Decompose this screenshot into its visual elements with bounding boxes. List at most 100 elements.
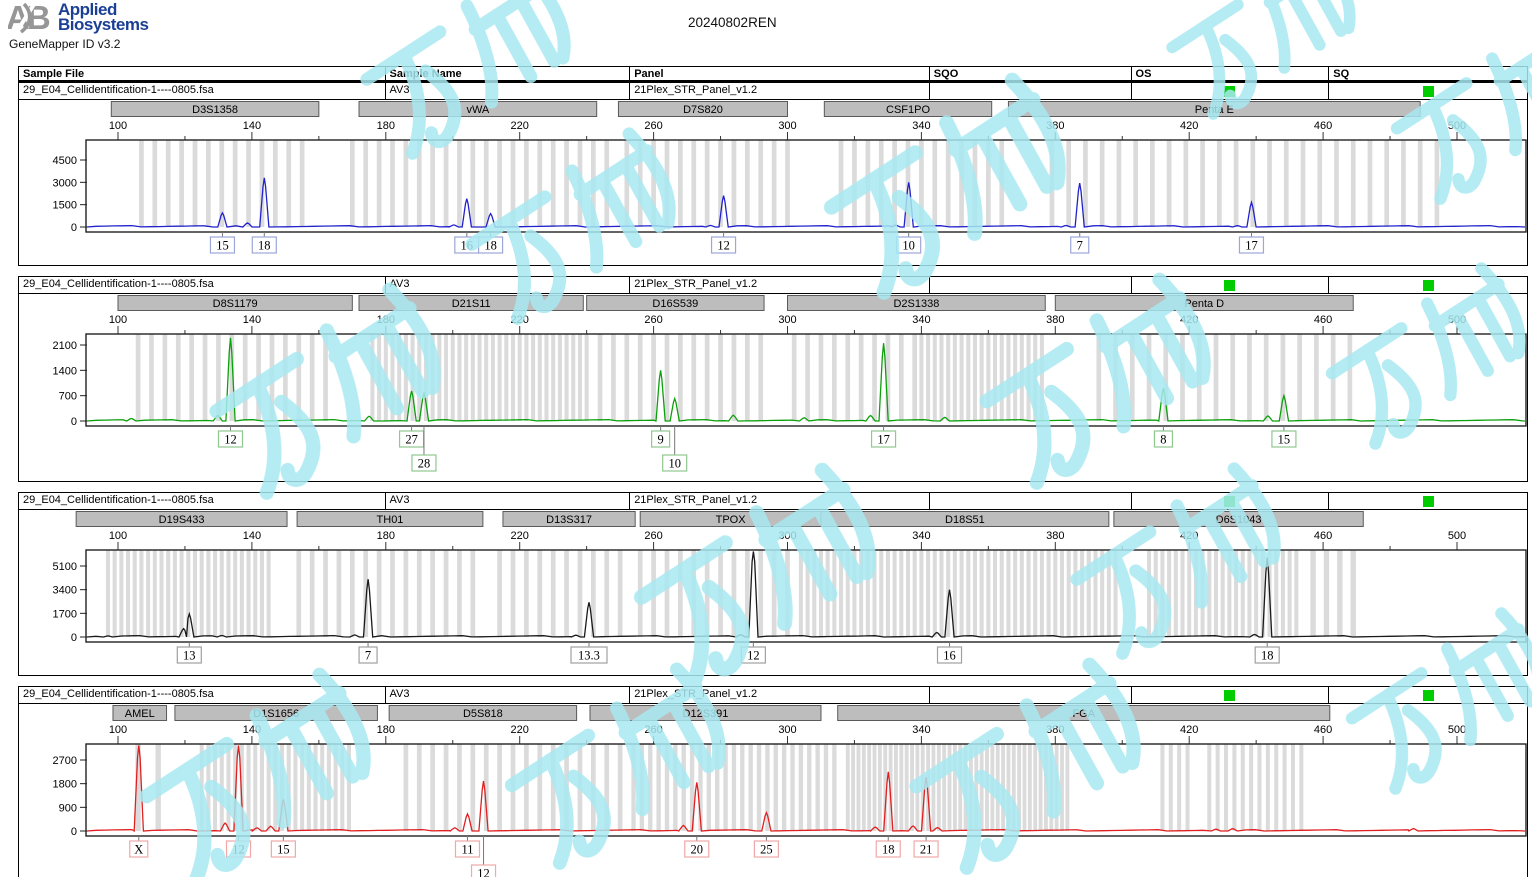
os-status-square [1224,85,1236,97]
column-header-sqo[interactable]: SQO [930,67,1132,80]
cell-sample-name[interactable]: AV3 [386,83,631,99]
applied-biosystems-logo: AB Applied Biosystems GeneMapper ID v3.2 [8,1,149,51]
allele-call[interactable]: 11 [461,843,473,857]
allele-label-box[interactable] [251,236,277,254]
x-tick-label: 500 [1448,724,1466,736]
allele-call[interactable]: 12 [477,867,490,877]
column-header-panel[interactable]: Panel [630,67,930,80]
cell-sq [1329,277,1527,293]
cell-sample-name[interactable]: AV3 [386,493,631,509]
allele-call[interactable]: 18 [882,843,895,857]
x-tick-label: 180 [377,120,395,132]
column-header-sample-name[interactable]: Sample Name [386,67,631,80]
allele-call[interactable]: 13.3 [578,649,600,663]
allele-call[interactable]: 10 [668,457,681,471]
cell-sqo[interactable] [930,83,1132,99]
allele-call[interactable]: 20 [691,843,704,857]
column-header-sq[interactable]: SQ [1333,68,1350,80]
allele-call[interactable]: 7 [365,649,371,663]
marker-box-D7S820[interactable] [617,101,788,117]
x-tick-label: 380 [1046,530,1064,542]
allele-call[interactable]: 12 [224,433,237,447]
allele-call[interactable]: 18 [1261,649,1274,663]
cell-sqo[interactable] [930,277,1132,293]
cell-panel[interactable]: 21Plex_STR_Panel_v1.2 [630,687,930,703]
cell-sample-file[interactable]: 29_E04_Cellidentification-1----0805.fsa [19,277,386,293]
x-tick-label: 300 [778,724,796,736]
sample-row[interactable]: 29_E04_Cellidentification-1----0805.fsa A… [19,687,1527,704]
allele-label-box[interactable] [1238,236,1265,254]
allele-call[interactable]: 15 [1278,433,1291,447]
marker-label: D13S317 [546,514,592,526]
x-tick-label: 140 [243,120,261,132]
x-tick-label: 420 [1180,724,1198,736]
x-tick-label: 260 [644,724,662,736]
allele-call[interactable]: 10 [902,239,915,253]
allele-call[interactable]: 7 [1077,239,1083,253]
allele-call[interactable]: 9 [658,433,664,447]
marker-box-D3S1358[interactable] [110,101,320,117]
allele-label-box[interactable] [470,864,497,877]
allele-label-box[interactable] [870,430,897,448]
allele-label-box[interactable] [651,430,671,448]
marker-box-TH01[interactable] [296,511,484,527]
cell-sqo[interactable] [930,493,1132,509]
cell-sample-file[interactable]: 29_E04_Cellidentification-1----0805.fsa [19,493,386,509]
table-header-row: Sample File Sample Name Panel SQO OS SQ [18,66,1528,82]
allele-label-box[interactable] [875,840,901,858]
allele-call[interactable]: 16 [943,649,956,663]
allele-call[interactable]: 15 [277,843,290,857]
allele-label-box[interactable] [358,646,378,664]
x-tick-label: 260 [644,530,662,542]
allele-call[interactable]: 8 [1160,433,1166,447]
x-tick-label: 180 [377,530,395,542]
cell-sample-file[interactable]: 29_E04_Cellidentification-1----0805.fsa [19,687,386,703]
allele-call[interactable]: 17 [1245,239,1258,253]
marker-label: TPOX [716,514,747,526]
sample-row[interactable]: 29_E04_Cellidentification-1----0805.fsa A… [19,83,1527,100]
allele-call[interactable]: 12 [747,649,760,663]
panel-group-4-red: 29_E04_Cellidentification-1----0805.fsa A… [18,686,1528,877]
cell-panel[interactable]: 21Plex_STR_Panel_v1.2 [630,277,930,293]
cell-panel[interactable]: 21Plex_STR_Panel_v1.2 [630,493,930,509]
allele-label-box[interactable] [710,236,737,254]
allele-label-box[interactable] [176,646,202,664]
sample-row[interactable]: 29_E04_Cellidentification-1----0805.fsa A… [19,277,1527,294]
allele-call[interactable]: 25 [760,843,773,857]
allele-call[interactable]: 12 [717,239,730,253]
allele-call[interactable]: 27 [405,433,418,447]
cell-sqo[interactable] [930,687,1132,703]
cell-panel[interactable]: 21Plex_STR_Panel_v1.2 [630,83,930,99]
cell-os [1132,83,1330,99]
allele-call[interactable]: 13 [183,649,196,663]
allele-call[interactable]: 17 [877,433,890,447]
allele-call[interactable]: 12 [232,843,245,857]
allele-label-box[interactable] [753,840,780,858]
allele-label-box[interactable] [209,236,236,254]
allele-call[interactable]: 16 [461,239,474,253]
electropherogram-plot[interactable]: D19S433 TH01 D13S317 TPOX D18S51 D6S1043 100 14… [19,510,1527,670]
cell-sample-name[interactable]: AV3 [386,277,631,293]
allele-label-box[interactable] [454,840,481,858]
column-header-os[interactable]: OS [1132,67,1330,80]
cell-sample-file[interactable]: 29_E04_Cellidentification-1----0805.fsa [19,83,386,99]
allele-call[interactable]: 18 [484,239,497,253]
allele-call[interactable]: 18 [258,239,271,253]
marker-box-D19S433[interactable] [75,511,288,527]
column-header-sample-file[interactable]: Sample File [19,67,386,80]
x-tick-label: 260 [644,120,662,132]
allele-call[interactable]: 21 [920,843,933,857]
panel-group-1-blue: 29_E04_Cellidentification-1----0805.fsa A… [18,82,1528,266]
cell-sample-name[interactable]: AV3 [386,687,631,703]
allele-label-box[interactable] [1271,430,1297,448]
sample-row[interactable]: 29_E04_Cellidentification-1----0805.fsa A… [19,493,1527,510]
allele-call[interactable]: 28 [418,457,431,471]
x-tick-label: 300 [778,314,796,326]
allele-call[interactable]: X [134,843,143,857]
y-tick-label: 5100 [53,561,77,573]
allele-call[interactable]: 15 [216,239,229,253]
